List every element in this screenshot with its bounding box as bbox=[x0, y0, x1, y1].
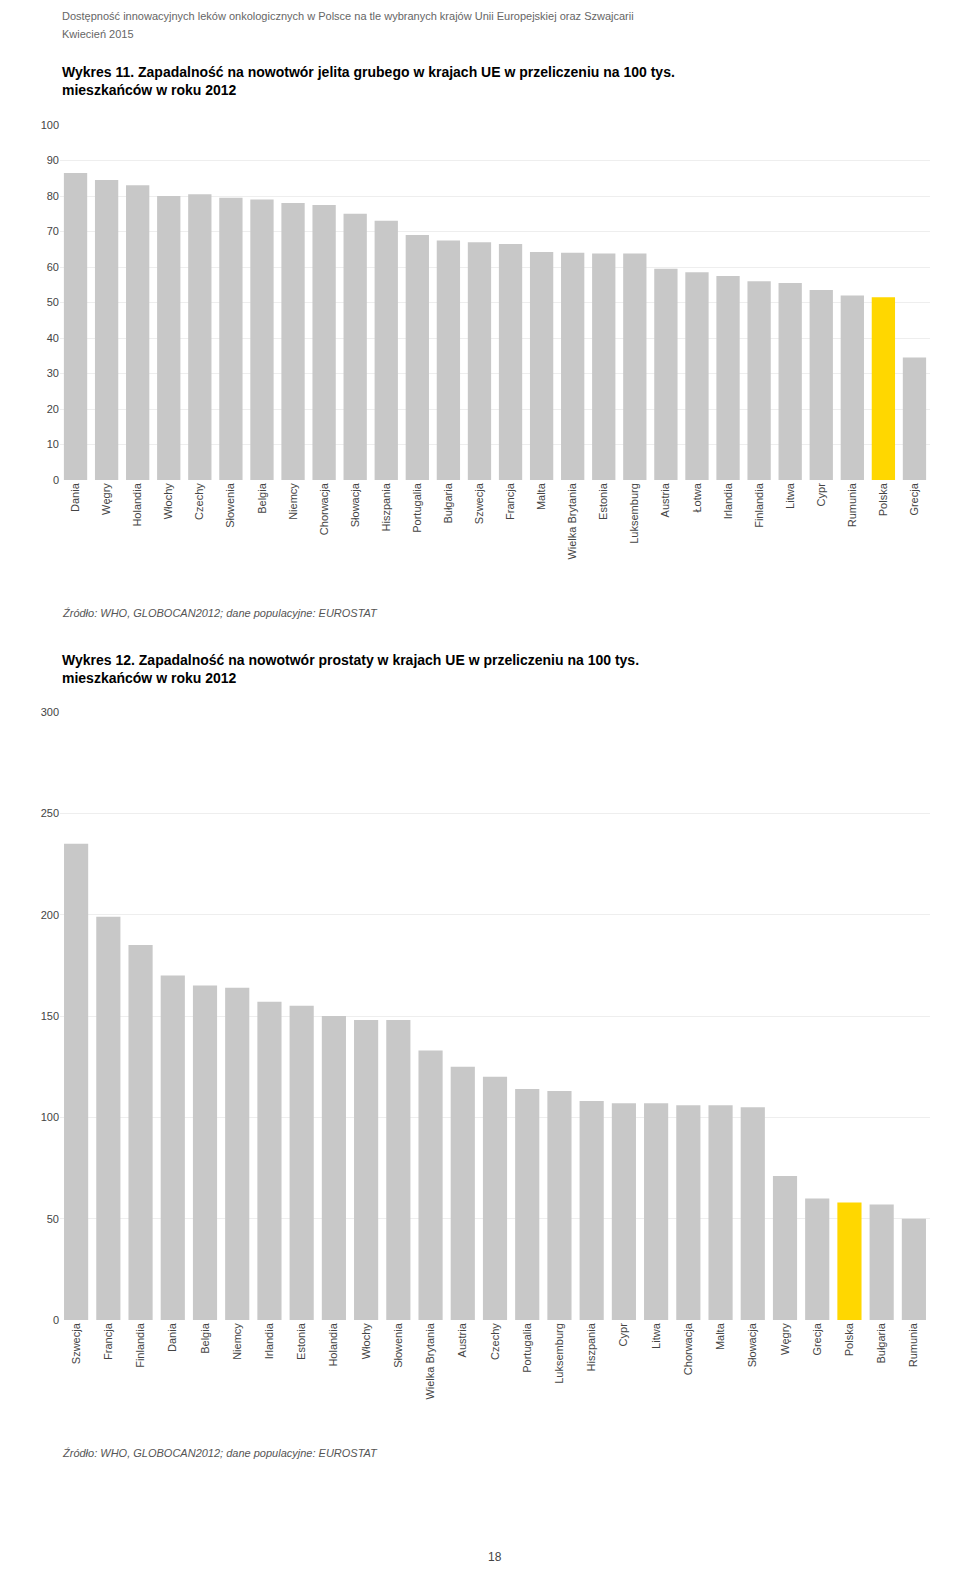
svg-text:Cypr: Cypr bbox=[617, 1323, 629, 1347]
svg-text:70: 70 bbox=[47, 225, 59, 237]
svg-text:Polska: Polska bbox=[877, 482, 889, 516]
svg-text:Estonia: Estonia bbox=[597, 482, 609, 520]
svg-text:0: 0 bbox=[53, 474, 59, 486]
svg-text:Rumunia: Rumunia bbox=[846, 482, 858, 527]
svg-text:Łotwa: Łotwa bbox=[691, 482, 703, 512]
svg-text:Węgry: Węgry bbox=[100, 483, 112, 515]
svg-text:Włochy: Włochy bbox=[360, 1323, 372, 1360]
svg-text:Belgia: Belgia bbox=[256, 482, 268, 513]
svg-text:Grecja: Grecja bbox=[908, 482, 920, 515]
svg-text:Finlandia: Finlandia bbox=[134, 1322, 146, 1368]
svg-text:Chorwacja: Chorwacja bbox=[318, 482, 330, 535]
svg-text:Francja: Francja bbox=[504, 482, 516, 520]
svg-text:100: 100 bbox=[41, 119, 59, 131]
svg-text:Czechy: Czechy bbox=[193, 483, 205, 520]
svg-text:Słowenia: Słowenia bbox=[224, 482, 236, 528]
svg-text:Niemcy: Niemcy bbox=[231, 1323, 243, 1360]
svg-text:Hiszpania: Hiszpania bbox=[380, 482, 392, 531]
svg-text:Grecja: Grecja bbox=[811, 1322, 823, 1355]
svg-text:Estonia: Estonia bbox=[295, 1322, 307, 1360]
svg-text:Francja: Francja bbox=[102, 1322, 114, 1360]
svg-text:Malta: Malta bbox=[714, 1322, 726, 1350]
svg-text:Irlandia: Irlandia bbox=[722, 482, 734, 519]
svg-text:Włochy: Włochy bbox=[162, 483, 174, 520]
svg-text:Węgry: Węgry bbox=[779, 1323, 791, 1355]
svg-text:18: 18 bbox=[488, 1550, 502, 1564]
svg-text:Irlandia: Irlandia bbox=[263, 1322, 275, 1359]
svg-text:40: 40 bbox=[47, 332, 59, 344]
svg-text:Wielka Brytania: Wielka Brytania bbox=[424, 1322, 436, 1399]
svg-text:Belgia: Belgia bbox=[199, 1322, 211, 1353]
svg-text:0: 0 bbox=[53, 1314, 59, 1326]
svg-text:Dostępność innowacyjnych leków: Dostępność innowacyjnych leków onkologic… bbox=[62, 10, 634, 22]
svg-text:Słowenia: Słowenia bbox=[392, 1322, 404, 1368]
svg-text:Wykres 11. Zapadalność na nowo: Wykres 11. Zapadalność na nowotwór jelit… bbox=[62, 64, 675, 98]
svg-text:Bułgaria: Bułgaria bbox=[442, 482, 454, 523]
svg-text:Źródło: WHO, GLOBOCAN2012; dan: Źródło: WHO, GLOBOCAN2012; dane populacy… bbox=[62, 607, 378, 619]
svg-text:250: 250 bbox=[41, 807, 59, 819]
svg-text:Litwa: Litwa bbox=[650, 1322, 662, 1349]
svg-text:Austria: Austria bbox=[456, 1322, 468, 1357]
svg-text:Portugalia: Portugalia bbox=[521, 1322, 533, 1372]
svg-text:Słowacja: Słowacja bbox=[746, 1322, 758, 1367]
svg-text:10: 10 bbox=[47, 438, 59, 450]
svg-text:Holandia: Holandia bbox=[327, 1322, 339, 1366]
svg-text:Szwecja: Szwecja bbox=[70, 1322, 82, 1364]
svg-text:Kwiecień 2015: Kwiecień 2015 bbox=[62, 28, 134, 40]
svg-text:Portugalia: Portugalia bbox=[411, 482, 423, 532]
svg-text:20: 20 bbox=[47, 403, 59, 415]
svg-text:60: 60 bbox=[47, 261, 59, 273]
svg-text:Polska: Polska bbox=[843, 1322, 855, 1356]
svg-text:Holandia: Holandia bbox=[131, 482, 143, 526]
svg-text:Austria: Austria bbox=[659, 482, 671, 517]
svg-text:Słowacja: Słowacja bbox=[349, 482, 361, 527]
svg-text:Dania: Dania bbox=[69, 482, 81, 512]
svg-text:Hiszpania: Hiszpania bbox=[585, 1322, 597, 1371]
svg-text:Szwecja: Szwecja bbox=[473, 482, 485, 524]
svg-text:Wykres 12. Zapadalność na nowo: Wykres 12. Zapadalność na nowotwór prost… bbox=[62, 652, 639, 686]
svg-text:Cypr: Cypr bbox=[815, 483, 827, 507]
svg-text:Dania: Dania bbox=[166, 1322, 178, 1352]
svg-text:50: 50 bbox=[47, 296, 59, 308]
svg-text:Finlandia: Finlandia bbox=[753, 482, 765, 528]
svg-text:50: 50 bbox=[47, 1213, 59, 1225]
svg-text:100: 100 bbox=[41, 1111, 59, 1123]
svg-text:Bułgaria: Bułgaria bbox=[875, 1322, 887, 1363]
svg-text:Luksemburg: Luksemburg bbox=[628, 483, 640, 544]
svg-text:Chorwacja: Chorwacja bbox=[682, 1322, 694, 1375]
svg-text:Niemcy: Niemcy bbox=[287, 483, 299, 520]
svg-text:Wielka Brytania: Wielka Brytania bbox=[566, 482, 578, 559]
svg-text:Rumunia: Rumunia bbox=[907, 1322, 919, 1367]
svg-text:Malta: Malta bbox=[535, 482, 547, 510]
svg-text:30: 30 bbox=[47, 367, 59, 379]
svg-text:Czechy: Czechy bbox=[489, 1323, 501, 1360]
svg-text:Luksemburg: Luksemburg bbox=[553, 1323, 565, 1384]
svg-text:Źródło: WHO, GLOBOCAN2012; dan: Źródło: WHO, GLOBOCAN2012; dane populacy… bbox=[62, 1447, 378, 1459]
svg-text:Litwa: Litwa bbox=[784, 482, 796, 509]
svg-text:90: 90 bbox=[47, 154, 59, 166]
svg-text:150: 150 bbox=[41, 1010, 59, 1022]
svg-text:200: 200 bbox=[41, 909, 59, 921]
svg-text:300: 300 bbox=[41, 706, 59, 718]
svg-text:80: 80 bbox=[47, 190, 59, 202]
